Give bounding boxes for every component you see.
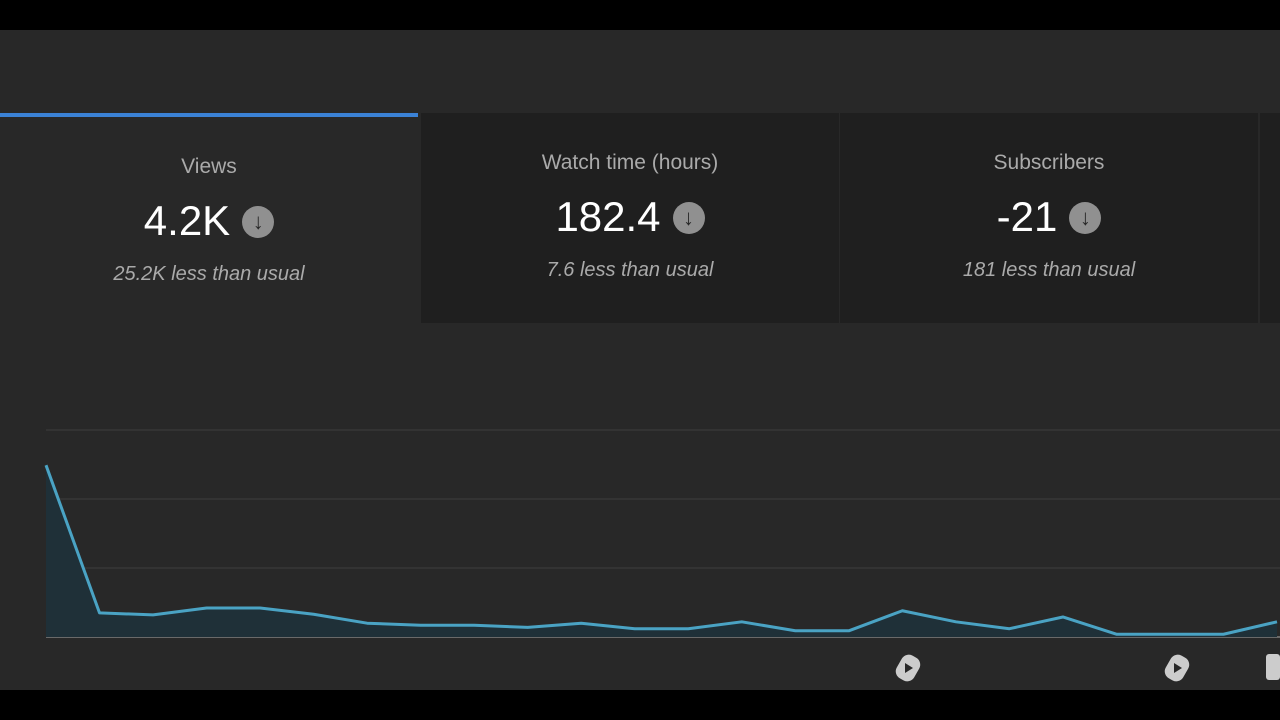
metric-value-text: -21 [996, 193, 1058, 240]
metric-value-text: 4.2K [143, 197, 231, 244]
down-icon: ↓ [242, 206, 275, 238]
metric-value: -21 ↓ [840, 193, 1258, 241]
metric-comparison: 181 less than usual [962, 259, 1136, 281]
metric-comparison: 25.2K less than usual [113, 263, 305, 285]
metric-label: Views [181, 155, 237, 178]
analytics-panel: Views 4.2K ↓ 25.2K less than usual Watch … [0, 30, 1280, 690]
metric-value: 4.2K ↓ [0, 197, 418, 245]
metric-card[interactable]: Views 4.2K ↓ 25.2K less than usual [0, 113, 418, 323]
metric-value-text: 182.4 [555, 193, 661, 240]
shorts-icon [1164, 654, 1190, 682]
video-icon [1266, 654, 1280, 680]
metric-card[interactable] [1260, 113, 1280, 323]
line [44, 464, 1278, 636]
metric-label: Subscribers [993, 151, 1105, 174]
chart [44, 429, 1280, 682]
metric-label: Watch time (hours) [541, 151, 719, 174]
shorts-icon [895, 654, 921, 682]
metric-card[interactable]: Subscribers -21 ↓ 181 less than usual [840, 113, 1258, 323]
area [46, 465, 1277, 637]
down-icon: ↓ [672, 202, 705, 234]
metric-card[interactable]: Watch time (hours) 182.4 ↓ 7.6 less than … [421, 113, 839, 323]
plot [44, 429, 1280, 638]
down-icon: ↓ [1069, 202, 1102, 234]
metric-comparison: 7.6 less than usual [546, 259, 714, 281]
metric-value: 182.4 ↓ [421, 193, 839, 241]
